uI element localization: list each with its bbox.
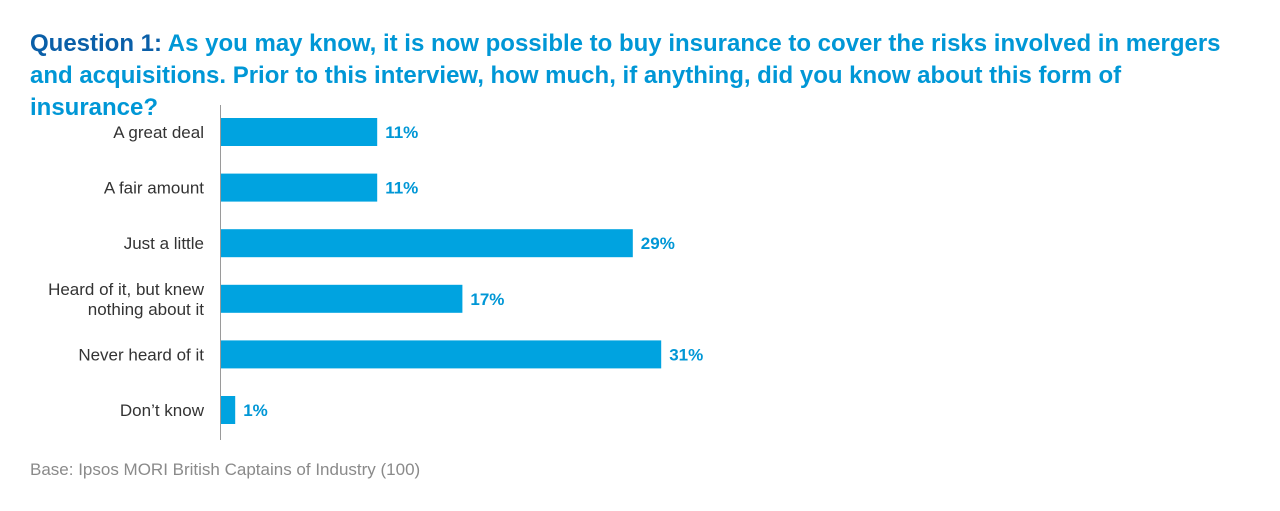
category-label-line: Just a little (124, 234, 204, 253)
bar-4 (221, 340, 662, 369)
category-label-5: Don’t know (120, 401, 205, 420)
bar-0 (221, 118, 378, 146)
value-label-0: 11% (385, 123, 418, 142)
category-label-1: A fair amount (104, 179, 204, 198)
chart-title: Question 1: As you may know, it is now p… (30, 28, 1250, 124)
category-label-line: Don’t know (120, 401, 205, 420)
category-label-line: A fair amount (104, 179, 204, 198)
value-label-1: 11% (385, 179, 418, 198)
base-note: Base: Ipsos MORI British Captains of Ind… (30, 460, 421, 479)
category-label-line: Never heard of it (78, 345, 204, 364)
bar-chart: 11% A great deal 11% A fair amount 29% Just a… (48, 105, 703, 440)
question-text: As you may know, it is now possible to b… (30, 30, 1221, 121)
bars-group: 11% A great deal 11% A fair amount 29% Just a… (48, 118, 703, 424)
value-label-2: 29% (641, 234, 675, 253)
category-label-0: A great deal (113, 123, 204, 142)
bar-2 (221, 229, 633, 258)
value-label-5: 1% (243, 401, 268, 420)
category-label-2: Just a little (124, 234, 204, 253)
value-label-4: 31% (669, 345, 703, 364)
category-label-line: Heard of it, but knew (48, 280, 205, 299)
category-label-line: A great deal (113, 123, 204, 142)
category-label-3: Heard of it, but knew nothing about it (48, 280, 205, 319)
category-label-4: Never heard of it (78, 345, 204, 364)
value-label-3: 17% (470, 290, 504, 309)
bar-5 (221, 396, 236, 424)
bar-1 (221, 173, 378, 202)
category-label-line: nothing about it (88, 300, 205, 319)
bar-3 (221, 284, 463, 313)
question-label: Question 1: (30, 30, 163, 57)
